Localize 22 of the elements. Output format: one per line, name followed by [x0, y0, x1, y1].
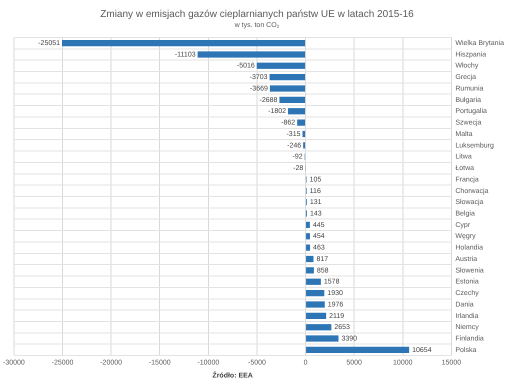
bar: [302, 130, 306, 138]
bar: [306, 324, 332, 330]
bar: [270, 74, 306, 80]
bar: [306, 222, 310, 228]
bar: [306, 244, 310, 251]
bar: [279, 96, 306, 104]
bar: [306, 267, 314, 274]
bar: [306, 290, 324, 296]
bar: [306, 312, 326, 319]
bar: [198, 51, 306, 58]
bar: [256, 62, 306, 69]
bar: [306, 301, 325, 308]
bar: [306, 278, 321, 285]
bar: [306, 346, 410, 354]
chart-title: Zmiany w emisjach gazów cieplarnianych państw UE w latach 2015-16: [100, 8, 414, 20]
bar: [306, 335, 339, 342]
bar: [62, 40, 306, 46]
bar: [288, 108, 306, 114]
bar: [270, 85, 306, 92]
bar: [306, 256, 314, 262]
bar: [306, 233, 310, 240]
bar: [297, 120, 306, 126]
